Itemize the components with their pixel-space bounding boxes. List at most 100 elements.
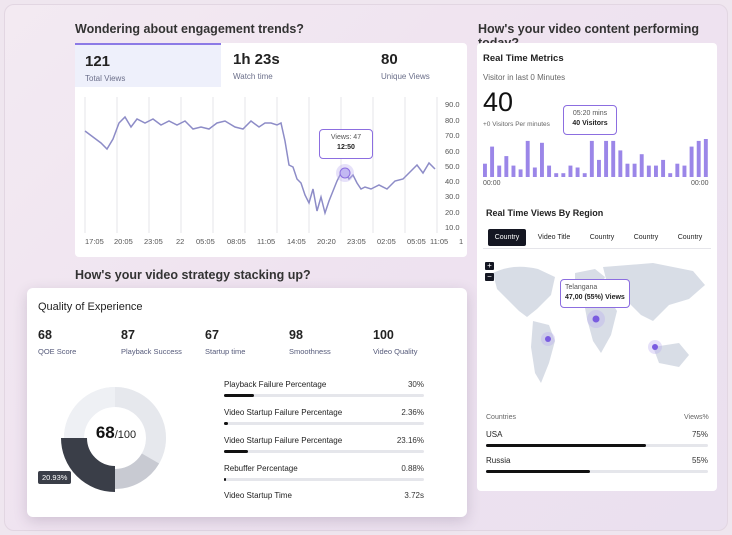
world-map: [493, 263, 705, 383]
stat-total-views[interactable]: 121 Total Views: [75, 43, 221, 87]
bar-label: Video Startup Failure Percentage: [224, 436, 343, 445]
engagement-tooltip: Views: 47 12:50: [319, 129, 373, 159]
engagement-line-chart: [84, 97, 438, 233]
bar-fill: [224, 450, 248, 453]
engagement-panel: 121 Total Views 1h 23s Watch time 80 Uni…: [75, 43, 467, 257]
stat-unique-views[interactable]: 80 Unique Views: [371, 43, 467, 87]
realtime-bar: [483, 163, 487, 177]
bar-value: 30%: [407, 380, 424, 389]
metric-value: 68: [38, 328, 52, 342]
x-tick: 1: [459, 237, 464, 246]
bar-track: [224, 450, 424, 453]
donut-badge: 20.93%: [38, 471, 72, 484]
map-tooltip-place: Telangana: [565, 284, 598, 291]
qoe-metric-smoothness: 98 Smoothness: [289, 328, 331, 356]
realtime-bar: [589, 140, 594, 177]
bar-value: 3.72s: [404, 491, 424, 500]
realtime-bar: [518, 169, 523, 177]
x-tick: 08:05: [227, 237, 246, 246]
qoe-title: Quality of Experience: [38, 301, 143, 313]
x-tick: 22: [176, 237, 185, 246]
realtime-bar: [682, 165, 687, 177]
donut-score: 68: [95, 423, 115, 442]
qoe-bar-row: Video Startup Failure Percentage 2.36%: [224, 408, 424, 425]
realtime-bar: [632, 163, 637, 177]
realtime-bar: [639, 154, 644, 177]
stat-label: Unique Views: [381, 72, 430, 81]
stat-watch-time[interactable]: 1h 23s Watch time: [223, 43, 369, 87]
metric-value: 100: [373, 328, 394, 342]
realtime-bar-chart: [483, 139, 708, 177]
country-name: Russia: [486, 456, 511, 465]
realtime-bar: [611, 140, 616, 177]
donut-suffix: /100: [114, 429, 137, 441]
qoe-donut-label: 68/100: [94, 423, 138, 443]
engagement-heading: Wondering about engagement trends?: [75, 22, 304, 36]
region-tab-video-title[interactable]: Video Title: [537, 234, 571, 241]
visitor-label: Visitor in last 0 Minutes: [483, 73, 566, 82]
realtime-bar: [689, 146, 694, 177]
stat-value: 80: [381, 51, 398, 68]
bar-label: Playback Failure Percentage: [224, 380, 327, 389]
x-tick: 02:05: [377, 237, 396, 246]
country-pct: 75%: [691, 430, 708, 439]
zoom-out-button[interactable]: −: [485, 273, 494, 281]
realtime-bar: [703, 139, 708, 177]
bar-track: [224, 394, 424, 397]
realtime-bar: [525, 140, 530, 177]
realtime-bar: [661, 159, 666, 177]
country-name: USA: [486, 430, 503, 439]
bar-label: Rebuffer Percentage: [224, 464, 298, 473]
tooltip-time: 05:20 mins: [572, 110, 608, 117]
qoe-metric-score: 68 QOE Score: [38, 328, 76, 356]
views-header: Views%: [684, 414, 709, 421]
bar-value: 0.88%: [401, 464, 424, 473]
metric-label: Video Quality: [373, 347, 418, 356]
realtime-tooltip: 05:20 mins 40 Visitors: [563, 105, 617, 135]
region-title: Real Time Views By Region: [486, 208, 604, 218]
realtime-bar: [668, 173, 673, 177]
region-tab-country[interactable]: Country: [488, 229, 526, 246]
region-tab-country[interactable]: Country: [589, 234, 615, 241]
stat-value: 1h 23s: [233, 51, 280, 68]
x-tick: 11:05: [257, 237, 276, 246]
qoe-donut-chart: [61, 387, 166, 492]
country-track: [486, 470, 708, 473]
map-tooltip-value: 47,00 (55%) Views: [565, 294, 625, 301]
region-tab-country[interactable]: Country: [677, 234, 703, 241]
x-tick: 23:05: [144, 237, 163, 246]
y-tick: 20.0: [445, 208, 460, 217]
qoe-bar-row: Rebuffer Percentage 0.88%: [224, 464, 424, 481]
time-start: 00:00: [483, 180, 501, 187]
time-end: 00:00: [691, 180, 709, 187]
bar-track: [224, 422, 424, 425]
metric-value: 87: [121, 328, 135, 342]
visitor-count: 40: [483, 87, 514, 117]
country-track: [486, 444, 708, 447]
y-tick: 40.0: [445, 177, 460, 186]
y-tick: 30.0: [445, 192, 460, 201]
realtime-bar: [497, 165, 502, 177]
zoom-in-button[interactable]: +: [485, 262, 494, 270]
tooltip-visitors: 40 Visitors: [572, 120, 608, 127]
bar-fill: [224, 478, 226, 481]
country-row: USA 75%: [486, 430, 708, 447]
qoe-metric-quality: 100 Video Quality: [373, 328, 417, 356]
bar-label: Video Startup Time: [224, 491, 292, 500]
bar-label: Video Startup Failure Percentage: [224, 408, 343, 417]
realtime-bar: [490, 146, 495, 177]
region-tab-country[interactable]: Country: [633, 234, 659, 241]
x-tick: 23:05: [347, 237, 366, 246]
x-tick: 14:05: [287, 237, 306, 246]
x-tick: 11:05: [430, 237, 449, 246]
countries-header: Countries: [486, 414, 516, 421]
metric-label: Startup time: [205, 347, 246, 356]
bar-track: [224, 478, 424, 481]
realtime-bar: [618, 150, 623, 177]
tooltip-value: 12:50: [337, 144, 355, 151]
x-tick: 20:05: [114, 237, 133, 246]
country-fill: [486, 444, 646, 447]
qoe-metric-playback: 87 Playback Success: [121, 328, 182, 356]
tooltip-title: Views: 47: [330, 134, 362, 141]
stat-label: Total Views: [85, 74, 126, 83]
